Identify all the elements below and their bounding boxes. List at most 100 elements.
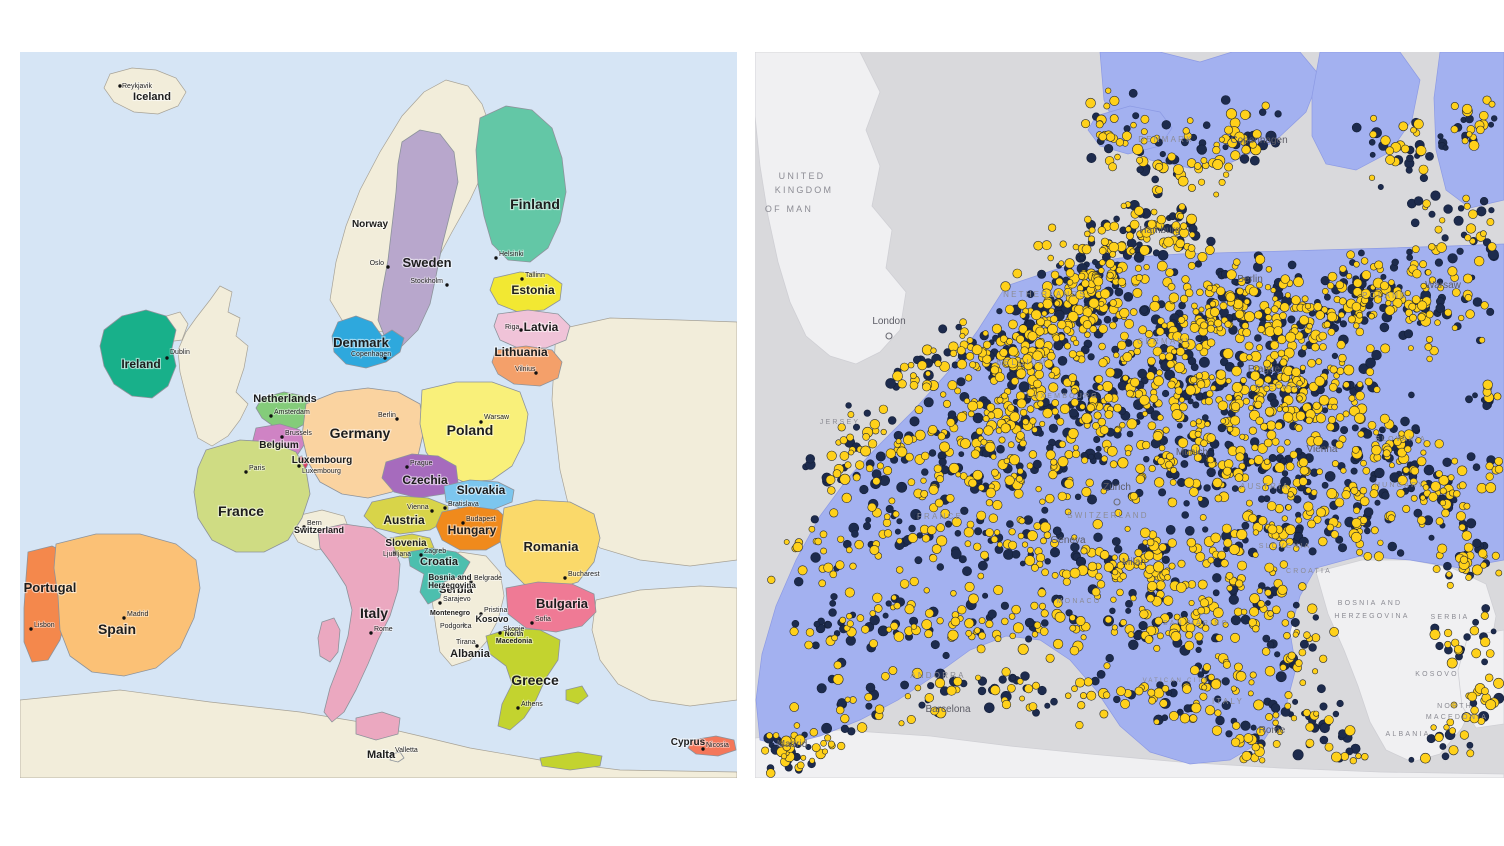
country-hungary[interactable] [435,505,511,551]
region-label-kosovo: KOSOVO [1415,671,1459,678]
city-label-amsterdam: Amsterdam [274,409,310,416]
country-netherlands[interactable] [255,391,313,431]
country-shapes[interactable] [23,105,737,771]
city-label-belgrade: Belgrade [474,575,502,582]
country-label-slovakia: Slovakia [457,483,506,497]
country-greece[interactable] [485,627,561,731]
country-estonia[interactable] [489,271,563,313]
city-label-valletta: Valletta [395,747,418,754]
country-latvia[interactable] [493,309,571,349]
city-label-vienna: Vienna [1307,444,1338,455]
region-label-france: FRANCE [917,512,963,521]
country-bulgaria[interactable] [505,581,597,633]
city-label-sofia: Sofia [535,616,551,623]
country-label-greece: Greece [511,672,559,688]
city-label-luxembourg: Luxembourg [302,468,341,475]
city-label-rome: Rome [1259,725,1286,736]
region-label-netherlands: NETHERLANDS [1003,290,1087,299]
country-croatia[interactable] [407,547,471,605]
density-points-primary [761,87,1504,778]
country-label-portugal: Portugal [24,580,77,595]
country-ireland[interactable] [99,309,177,399]
island-crete [539,751,603,771]
region-label-italy: ITALY [1212,697,1244,706]
country-label-albania: Albania [450,648,491,660]
city-marker-zurich [1113,498,1121,506]
region-labels: UNITED KINGDOM OF MAN JERSEY DENMARK NETHERLA… [765,135,1486,738]
city-label-tirana: Tirana [456,639,476,646]
country-label-ireland: Ireland [121,357,160,371]
city-label-skopje: Skopje [503,626,525,633]
city-label-milan: Milan [1122,557,1146,568]
country-label-cyprus: Cyprus [671,737,706,748]
country-cyprus[interactable] [687,735,737,757]
region-sweden-south [1311,52,1421,171]
city-label-madrid: Madrid [777,739,808,750]
country-romania[interactable] [499,499,601,591]
city-label-riga: Riga [505,324,520,331]
country-denmark[interactable] [331,315,405,369]
country-label-montenegro: Montenegro [430,610,470,617]
density-map-panel[interactable]: UNITED KINGDOM OF MAN JERSEY DENMARK NETHERLA… [755,52,1504,778]
region-mainland [755,243,1504,765]
region-label-monaco: MONACO [1057,598,1102,605]
country-label-macedonia: Macedonia [496,638,532,645]
political-map-svg[interactable]: Iceland Norway Ireland Sweden Finland Estonia… [20,52,737,778]
country-spain[interactable] [53,533,201,677]
city-label-copenhagen: Copenhagen [351,351,391,358]
city-label-sarajevo: Sarajevo [443,596,471,603]
region-label-hungary: HUNGARY [1375,482,1425,489]
city-label-warsaw: Warsaw [1425,280,1462,291]
country-finland[interactable] [475,105,567,263]
country-label-estonia: Estonia [511,283,555,297]
city-label-nicosia: Nicosia [706,742,729,749]
city-label-berlin: Berlin [378,412,396,419]
region-label-united: UNITED [779,171,826,181]
country-label-italy: Italy [360,605,388,621]
country-label-slovenia: Slovenia [385,538,427,549]
land-africa [755,729,1504,778]
region-label-germany: GERMANY [1137,337,1193,346]
country-sweden[interactable] [377,129,459,347]
country-label-sweden: Sweden [402,255,451,270]
city-label-podgorica: Podgorica [440,623,472,630]
region-label-croatia: CROATIA [1286,568,1332,575]
region-label-austria: AUSTRIA [1240,482,1290,491]
city-marker-london [885,332,893,340]
city-label-prague: Prague [410,460,433,467]
island-aegean-1 [565,685,589,705]
region-label-czechia: CZECHIA [1255,384,1301,391]
density-map-svg[interactable]: UNITED KINGDOM OF MAN JERSEY DENMARK NETHERLA… [755,52,1504,778]
country-label-norway: Norway [352,219,389,230]
city-label-zurich: Zurich [1103,482,1131,493]
land-balkans [1315,559,1497,763]
country-italy[interactable] [317,523,401,723]
country-label-poland: Poland [447,422,494,438]
city-label-tallinn: Tallinn [525,272,545,279]
country-poland[interactable] [419,381,529,483]
country-label-netherlands: Netherlands [253,393,317,405]
land-uk [755,52,907,365]
city-dots [29,84,705,756]
city-labels: Reykjavik Dublin Oslo Stockholm Helsinki Tall… [33,82,730,755]
country-label-serbia: Serbia [439,584,474,596]
region-label-serbia: SERBIA [1431,614,1470,621]
city-label-warsaw: Warsaw [484,414,510,421]
country-label-croatia: Croatia [420,556,459,568]
country-slovakia[interactable] [443,479,515,511]
country-lithuania[interactable] [491,345,563,387]
country-label-finland: Finland [510,196,560,212]
country-label-herzegovina: Herzegovina [428,581,476,590]
city-label-reykjavik: Reykjavik [122,83,152,90]
city-label-copenhagen: Copenhagen [1230,135,1287,146]
political-map-panel[interactable]: Iceland Norway Ireland Sweden Finland Estonia… [20,52,737,778]
region-label-albania: ALBANIA [1386,731,1431,738]
city-label-lisbon: Lisbon [34,622,55,629]
region-label-poland: POLAND [1362,291,1408,300]
region-label-andorra: ANDORRA [910,671,965,680]
city-label-paris: Paris [249,465,265,472]
city-label-dublin: Dublin [170,349,190,356]
city-label-bratislava: Bratislava [448,501,479,508]
country-france[interactable] [193,439,311,553]
city-label-oslo: Oslo [370,260,385,267]
